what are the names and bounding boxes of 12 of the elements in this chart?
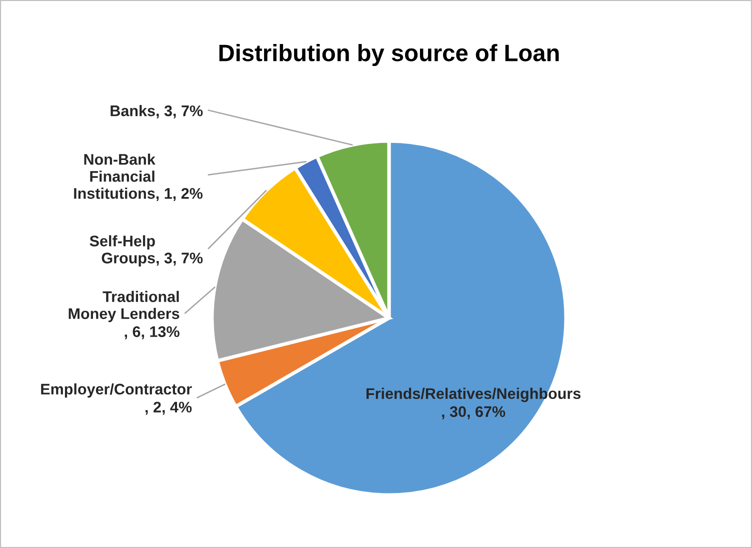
data-label: , 30, 67% (442, 406, 506, 420)
data-label: , 3, 7% (156, 252, 203, 266)
slice-label: Employer/Contractor (41, 383, 192, 398)
data-label: , 1, 2% (156, 188, 203, 202)
data-label: , 3, 7% (156, 105, 203, 118)
slice-label: Banks (110, 105, 155, 116)
data-label: , 6, 13% (124, 326, 180, 340)
slice-label: Self-Help Groups (90, 235, 155, 266)
data-label: , 2, 4% (146, 402, 192, 415)
slice-label: Traditional Money Lenders (68, 290, 180, 322)
slice-label: Non-Bank Financial Institutions (74, 154, 156, 199)
chart-title: Distribution by source of Loan (219, 44, 559, 66)
